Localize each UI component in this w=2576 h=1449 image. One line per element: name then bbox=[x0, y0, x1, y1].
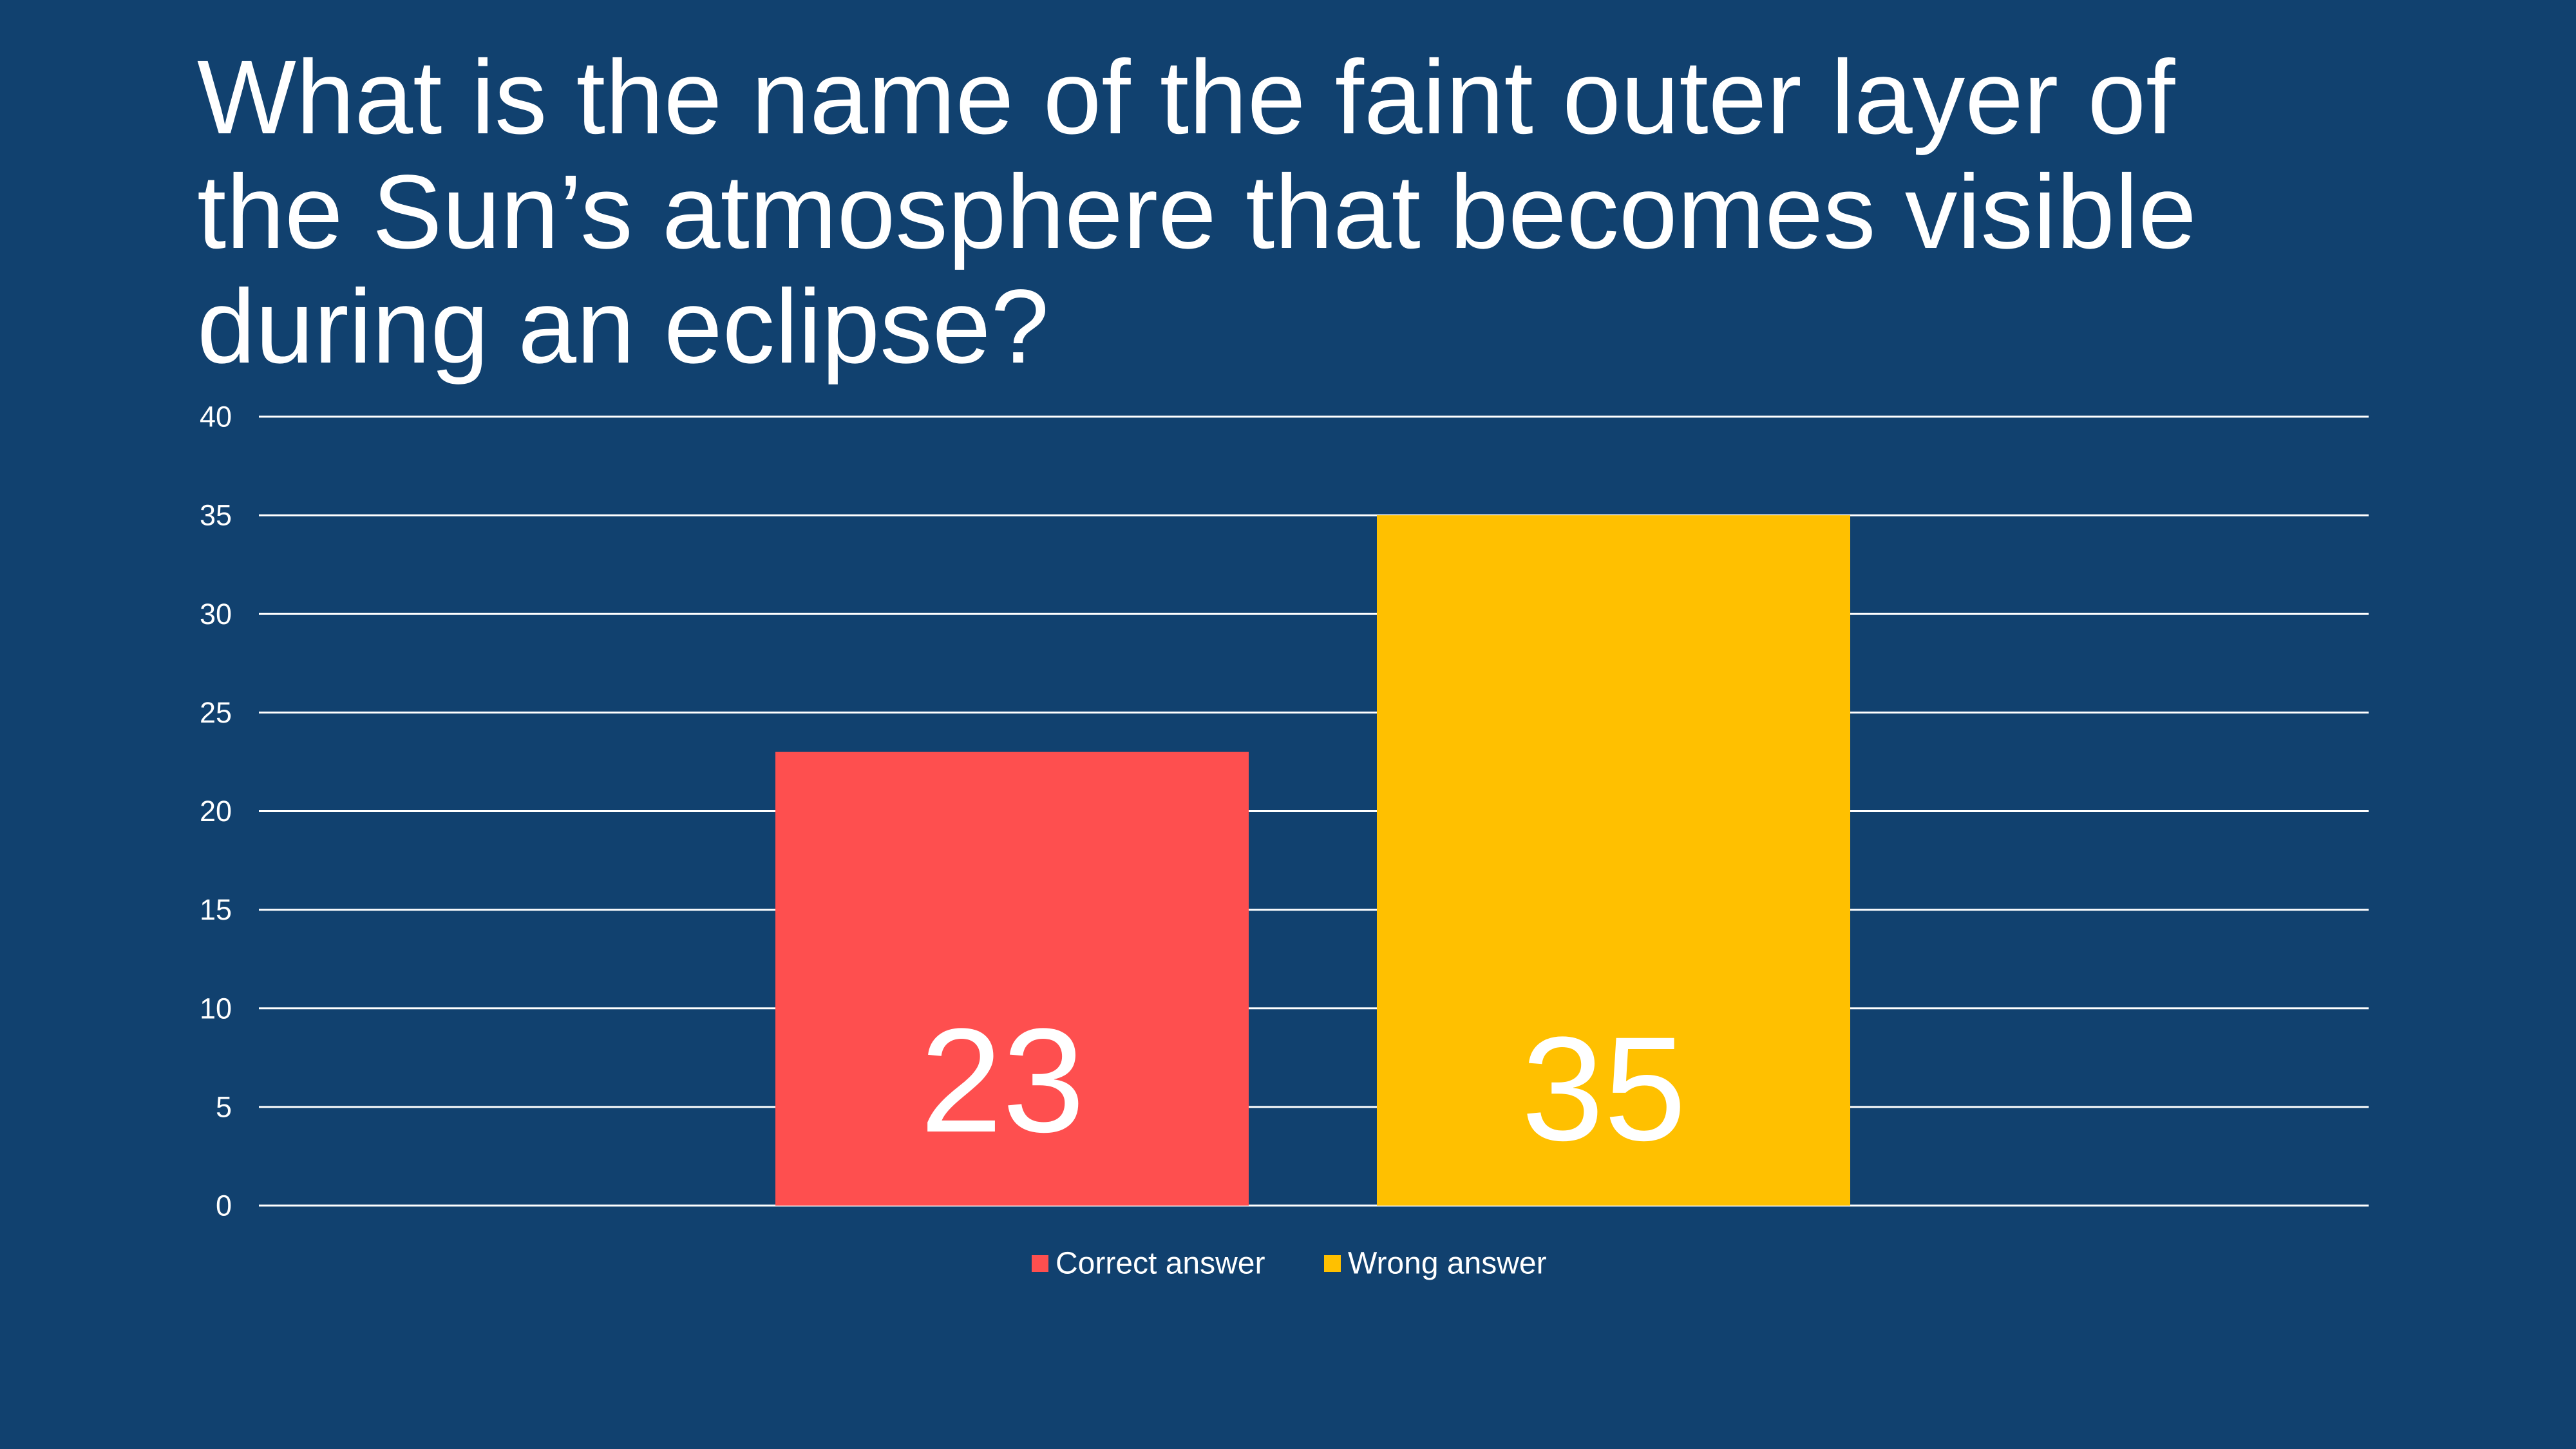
legend-swatch-correct-answer bbox=[1032, 1255, 1048, 1272]
chart-legend: Correct answer Wrong answer bbox=[1032, 1247, 1547, 1281]
data-label-correct-answer: 23 bbox=[920, 998, 1085, 1163]
y-tick-label-40: 40 bbox=[200, 401, 232, 433]
y-tick-label-20: 20 bbox=[200, 795, 232, 828]
slide-title-line-2: the Sun’s atmosphere that becomes visibl… bbox=[197, 153, 2197, 270]
y-tick-label-25: 25 bbox=[200, 696, 232, 729]
y-tick-label-0: 0 bbox=[216, 1189, 232, 1222]
y-tick-label-15: 15 bbox=[200, 893, 232, 926]
chart-data-labels: 23 35 bbox=[920, 998, 1687, 1171]
data-label-wrong-answer: 35 bbox=[1522, 1006, 1687, 1171]
legend-label-wrong-answer: Wrong answer bbox=[1348, 1247, 1547, 1281]
slide-title-line-3: during an eclipse? bbox=[197, 267, 1050, 385]
legend-swatch-wrong-answer bbox=[1324, 1255, 1341, 1272]
legend-label-correct-answer: Correct answer bbox=[1056, 1247, 1265, 1281]
bar-correct-answer bbox=[775, 752, 1249, 1206]
bar-wrong-answer bbox=[1377, 515, 1850, 1206]
y-tick-label-30: 30 bbox=[200, 598, 232, 630]
slide-title: What is the name of the faint outer laye… bbox=[197, 40, 2451, 384]
y-tick-label-5: 5 bbox=[216, 1090, 232, 1123]
y-tick-label-35: 35 bbox=[200, 499, 232, 532]
y-tick-label-10: 10 bbox=[200, 992, 232, 1025]
chart-bars bbox=[775, 515, 1850, 1206]
slide-title-line-1: What is the name of the faint outer laye… bbox=[197, 38, 2175, 156]
chart-gridlines: 0 5 10 15 20 25 30 35 40 bbox=[200, 401, 2369, 1222]
